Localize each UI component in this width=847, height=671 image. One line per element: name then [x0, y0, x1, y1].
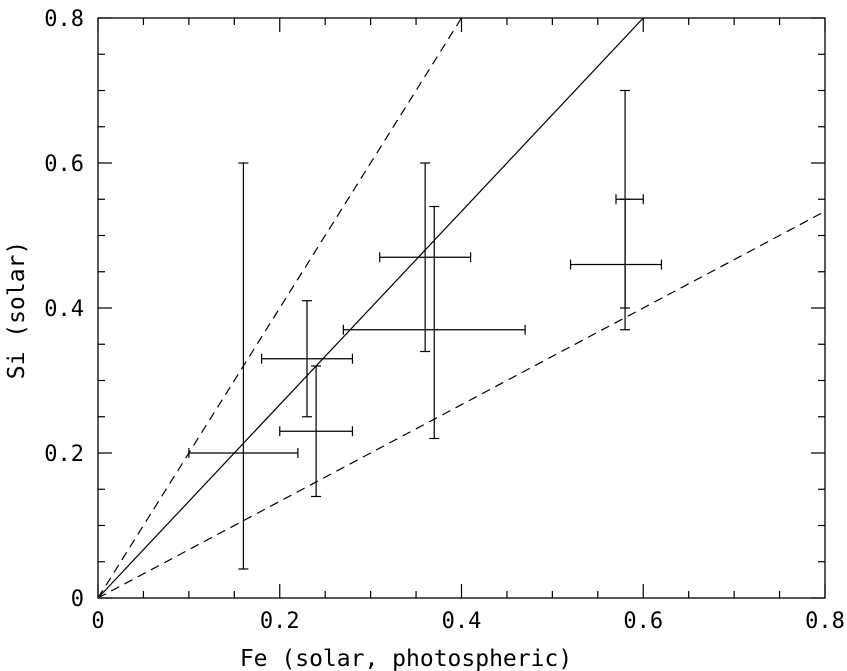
y-tick-label: 0.6	[44, 152, 84, 177]
y-tick-labels: 0 0.2 0.4 0.6 0.8	[44, 7, 84, 612]
x-tick-label: 0.2	[260, 609, 300, 634]
data-points	[188, 89, 663, 570]
error-bar-point	[342, 205, 526, 440]
x-tick-labels: 0 0.2 0.4 0.6 0.8	[91, 609, 845, 634]
y-tick-label: 0.4	[44, 297, 84, 322]
error-bar-point	[615, 89, 644, 309]
x-tick-label: 0.8	[805, 609, 845, 634]
error-bar-point	[188, 162, 299, 570]
plot-frame	[97, 17, 826, 599]
error-bar-point	[569, 198, 663, 331]
y-tick-label: 0	[71, 587, 84, 612]
x-tick-label: 0.4	[442, 609, 482, 634]
x-tick-label: 0.6	[623, 609, 663, 634]
error-bar-point	[379, 162, 472, 353]
y-tick-label: 0.8	[44, 7, 84, 32]
x-tick-label: 0	[91, 609, 104, 634]
solid-reference-line	[97, 17, 644, 599]
error-bar-point	[260, 300, 354, 418]
error-bar-point	[279, 365, 354, 498]
reference-lines	[97, 17, 826, 599]
dashed-reference-line	[97, 17, 463, 599]
dashed-reference-line	[97, 210, 826, 599]
y-tick-label: 0.2	[44, 442, 84, 467]
y-axis-title: Si (solar)	[4, 241, 30, 379]
x-axis-title: Fe (solar, photospheric)	[240, 646, 572, 671]
axis-ticks	[97, 17, 826, 599]
